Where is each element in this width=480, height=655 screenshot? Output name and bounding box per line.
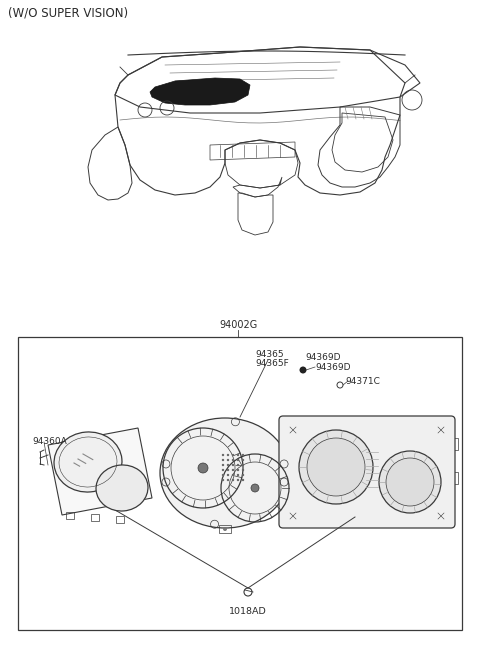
Circle shape (222, 458, 224, 461)
Circle shape (227, 458, 229, 461)
Text: 94002G: 94002G (219, 320, 257, 330)
Bar (66, 512, 74, 519)
Ellipse shape (160, 418, 290, 528)
Circle shape (222, 479, 224, 481)
Circle shape (227, 479, 229, 481)
Circle shape (227, 469, 229, 471)
Bar (116, 516, 124, 523)
Circle shape (232, 469, 234, 471)
Circle shape (223, 527, 227, 531)
Text: 94371C: 94371C (345, 377, 380, 386)
Circle shape (232, 458, 234, 461)
Circle shape (222, 469, 224, 471)
Circle shape (299, 430, 373, 504)
Circle shape (237, 464, 239, 466)
Circle shape (232, 474, 234, 476)
Circle shape (242, 479, 244, 481)
Bar (219, 525, 231, 533)
Circle shape (242, 458, 244, 461)
Circle shape (386, 458, 434, 506)
Bar (18, 337, 462, 630)
Circle shape (198, 463, 208, 473)
Circle shape (227, 474, 229, 476)
Text: 94369D: 94369D (315, 363, 350, 372)
Circle shape (237, 458, 239, 461)
Bar (91, 514, 99, 521)
Text: 1018AD: 1018AD (229, 607, 267, 616)
FancyBboxPatch shape (279, 416, 455, 528)
Circle shape (300, 367, 307, 373)
Circle shape (227, 454, 229, 456)
Circle shape (222, 454, 224, 456)
Circle shape (237, 454, 239, 456)
Circle shape (237, 469, 239, 471)
Circle shape (232, 479, 234, 481)
Text: 94360A: 94360A (32, 438, 67, 447)
Circle shape (379, 451, 441, 513)
Text: 94369D: 94369D (305, 353, 340, 362)
Bar (449, 438, 458, 450)
Circle shape (307, 438, 365, 496)
Text: (W/O SUPER VISION): (W/O SUPER VISION) (8, 7, 128, 20)
Circle shape (237, 474, 239, 476)
Circle shape (237, 479, 239, 481)
Polygon shape (48, 428, 152, 515)
Ellipse shape (54, 432, 122, 492)
Circle shape (242, 474, 244, 476)
Circle shape (242, 464, 244, 466)
Bar (449, 472, 458, 484)
Circle shape (251, 484, 259, 492)
Text: 94365F: 94365F (255, 359, 289, 368)
Circle shape (242, 469, 244, 471)
Circle shape (242, 454, 244, 456)
Circle shape (232, 454, 234, 456)
Circle shape (232, 464, 234, 466)
Circle shape (222, 474, 224, 476)
Circle shape (227, 464, 229, 466)
Ellipse shape (96, 465, 148, 511)
Circle shape (222, 464, 224, 466)
Polygon shape (150, 78, 250, 105)
Text: 94365: 94365 (255, 350, 284, 359)
